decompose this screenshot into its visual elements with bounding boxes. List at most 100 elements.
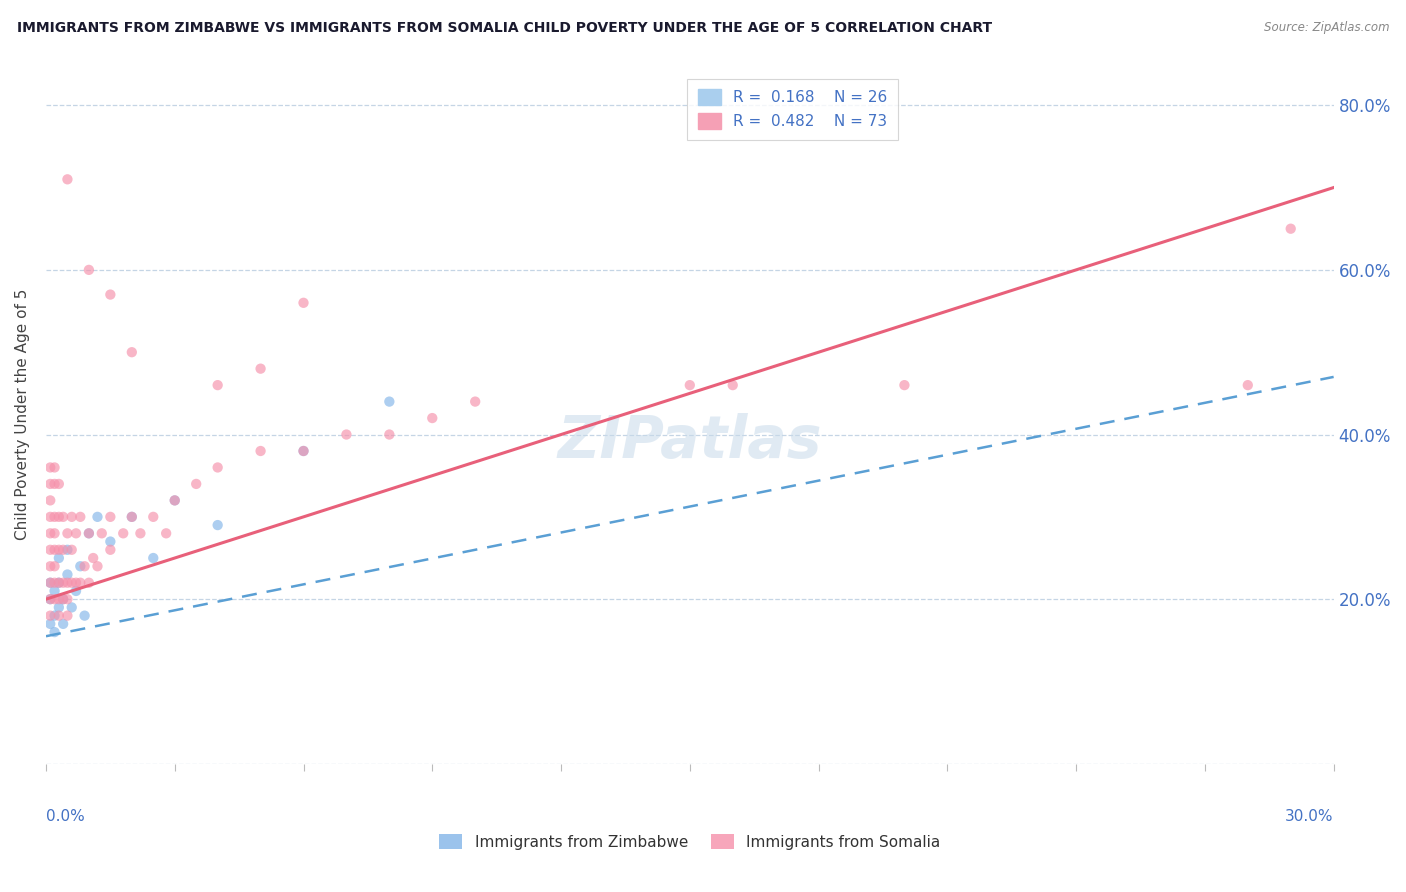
Point — [163, 493, 186, 508]
Point — [44, 625, 66, 640]
Point — [378, 394, 401, 409]
Point — [65, 575, 87, 590]
Point — [60, 575, 83, 590]
Point — [44, 477, 66, 491]
Point — [44, 460, 66, 475]
Point — [44, 526, 66, 541]
Text: IMMIGRANTS FROM ZIMBABWE VS IMMIGRANTS FROM SOMALIA CHILD POVERTY UNDER THE AGE : IMMIGRANTS FROM ZIMBABWE VS IMMIGRANTS F… — [17, 21, 993, 35]
Point — [44, 575, 66, 590]
Point — [60, 542, 83, 557]
Point — [207, 518, 229, 533]
Point — [77, 575, 100, 590]
Point — [86, 559, 108, 574]
Text: 0.0%: 0.0% — [46, 809, 84, 824]
Point — [464, 394, 486, 409]
Point — [292, 444, 315, 458]
Text: ZIPatlas: ZIPatlas — [558, 413, 823, 470]
Point — [52, 592, 75, 607]
Point — [98, 509, 121, 524]
Point — [48, 509, 70, 524]
Point — [121, 509, 143, 524]
Point — [142, 509, 165, 524]
Point — [292, 295, 315, 310]
Point — [48, 575, 70, 590]
Point — [82, 551, 104, 566]
Point — [335, 427, 357, 442]
Point — [39, 509, 62, 524]
Point — [112, 526, 135, 541]
Y-axis label: Child Poverty Under the Age of 5: Child Poverty Under the Age of 5 — [15, 288, 30, 540]
Point — [77, 526, 100, 541]
Point — [48, 575, 70, 590]
Point — [39, 616, 62, 631]
Legend: R =  0.168    N = 26, R =  0.482    N = 73: R = 0.168 N = 26, R = 0.482 N = 73 — [688, 78, 898, 140]
Point — [77, 526, 100, 541]
Point — [60, 600, 83, 615]
Point — [98, 534, 121, 549]
Point — [73, 559, 96, 574]
Point — [249, 444, 271, 458]
Point — [39, 592, 62, 607]
Point — [249, 361, 271, 376]
Point — [86, 509, 108, 524]
Point — [56, 575, 79, 590]
Point — [163, 493, 186, 508]
Point — [129, 526, 152, 541]
Point — [155, 526, 177, 541]
Point — [420, 411, 443, 425]
Point — [65, 583, 87, 598]
Text: Source: ZipAtlas.com: Source: ZipAtlas.com — [1264, 21, 1389, 34]
Point — [48, 592, 70, 607]
Point — [65, 526, 87, 541]
Point — [1279, 221, 1302, 235]
Point — [39, 608, 62, 623]
Point — [44, 509, 66, 524]
Point — [39, 559, 62, 574]
Point — [69, 575, 91, 590]
Point — [39, 592, 62, 607]
Point — [56, 172, 79, 186]
Point — [56, 608, 79, 623]
Point — [39, 542, 62, 557]
Point — [69, 559, 91, 574]
Point — [48, 600, 70, 615]
Point — [98, 542, 121, 557]
Point — [48, 551, 70, 566]
Point — [56, 526, 79, 541]
Point — [679, 378, 702, 392]
Point — [98, 287, 121, 301]
Point — [90, 526, 112, 541]
Point — [77, 263, 100, 277]
Point — [73, 608, 96, 623]
Point — [207, 460, 229, 475]
Point — [39, 575, 62, 590]
Point — [56, 542, 79, 557]
Point — [186, 477, 208, 491]
Point — [52, 542, 75, 557]
Point — [44, 608, 66, 623]
Text: 30.0%: 30.0% — [1285, 809, 1334, 824]
Point — [39, 477, 62, 491]
Point — [48, 477, 70, 491]
Point — [721, 378, 744, 392]
Point — [207, 378, 229, 392]
Point — [52, 592, 75, 607]
Point — [378, 427, 401, 442]
Point — [39, 493, 62, 508]
Point — [44, 592, 66, 607]
Point — [69, 509, 91, 524]
Point — [142, 551, 165, 566]
Point — [39, 575, 62, 590]
Point — [60, 509, 83, 524]
Point — [893, 378, 915, 392]
Point — [44, 559, 66, 574]
Point — [121, 345, 143, 359]
Point — [48, 608, 70, 623]
Point — [48, 542, 70, 557]
Point — [39, 460, 62, 475]
Point — [121, 509, 143, 524]
Point — [52, 509, 75, 524]
Point — [44, 542, 66, 557]
Point — [44, 583, 66, 598]
Point — [56, 567, 79, 582]
